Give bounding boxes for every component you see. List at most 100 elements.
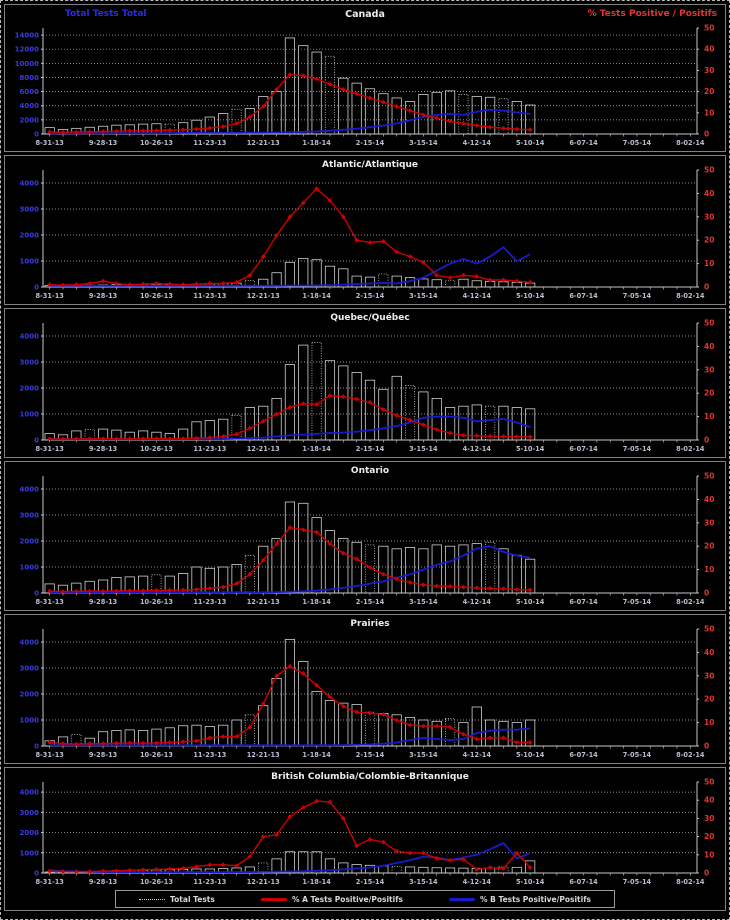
svg-text:50: 50	[704, 625, 714, 634]
svg-text:4000: 4000	[20, 486, 40, 494]
svg-text:30: 30	[704, 212, 714, 221]
svg-text:10: 10	[704, 412, 714, 421]
svg-text:14000: 14000	[15, 32, 39, 40]
legend-label-total-tests: Total Tests	[170, 894, 215, 904]
legend-item-pct-b: % B Tests Positive/Positifs	[449, 895, 591, 904]
svg-text:20: 20	[704, 389, 714, 398]
chart-panel-atlantic: 0 1000 2000 3000 4000 0 10 20 30 40 50 8-31-13 9-28-…	[4, 155, 726, 305]
svg-text:4-12-14: 4-12-14	[463, 445, 492, 453]
svg-text:20: 20	[704, 695, 714, 704]
chart-title-canada: Canada	[345, 9, 385, 20]
svg-text:12000: 12000	[15, 46, 39, 54]
svg-text:6-07-14: 6-07-14	[569, 292, 598, 300]
svg-text:2000: 2000	[20, 691, 40, 699]
svg-text:8-31-13: 8-31-13	[35, 751, 64, 759]
svg-text:3-15-14: 3-15-14	[409, 292, 438, 300]
svg-text:2000: 2000	[20, 829, 40, 837]
chart-panel-quebec: 0 1000 2000 3000 4000 0 10 20 30 40 50 8-31-13 9-28-…	[4, 308, 726, 458]
svg-text:1-18-14: 1-18-14	[302, 751, 331, 759]
canada-chart: 0 2000 4000 6000 8000 10000 12000 14000 0 10 20 30 4…	[15, 24, 715, 148]
svg-text:8-02-14: 8-02-14	[676, 751, 705, 759]
svg-text:6-07-14: 6-07-14	[569, 445, 598, 453]
svg-text:5-10-14: 5-10-14	[516, 598, 545, 606]
svg-text:2-15-14: 2-15-14	[356, 878, 385, 886]
legend-label-pct-a: % A Tests Positive/Positifs	[291, 894, 403, 904]
svg-text:5-10-14: 5-10-14	[516, 292, 545, 300]
svg-text:3000: 3000	[20, 206, 40, 214]
pct-b-line-marker	[449, 897, 476, 901]
svg-text:20: 20	[704, 542, 714, 551]
svg-text:11-23-13: 11-23-13	[193, 878, 226, 886]
svg-text:12-21-13: 12-21-13	[247, 445, 280, 453]
svg-text:10: 10	[704, 565, 714, 574]
svg-text:11-23-13: 11-23-13	[193, 292, 226, 300]
svg-text:9-28-13: 9-28-13	[89, 445, 118, 453]
svg-text:2000: 2000	[20, 116, 40, 124]
svg-text:20: 20	[704, 236, 714, 245]
svg-text:5-10-14: 5-10-14	[516, 139, 545, 147]
svg-text:2-15-14: 2-15-14	[356, 292, 385, 300]
svg-text:6-07-14: 6-07-14	[569, 878, 598, 886]
quebec-chart: 0 1000 2000 3000 4000 0 10 20 30 40 50 8-31-13 9-28-…	[20, 312, 715, 453]
chart-panel-prairies: 0 1000 2000 3000 4000 0 10 20 30 40 50 8-31-13 9-28-…	[4, 614, 726, 764]
svg-text:40: 40	[704, 796, 714, 805]
svg-text:Prairies: Prairies	[350, 619, 389, 629]
svg-text:4-12-14: 4-12-14	[463, 598, 492, 606]
svg-text:8-31-13: 8-31-13	[35, 139, 64, 147]
svg-text:0: 0	[704, 869, 709, 878]
svg-text:3-15-14: 3-15-14	[409, 878, 438, 886]
svg-text:2000: 2000	[20, 385, 40, 393]
svg-text:8-02-14: 8-02-14	[676, 878, 705, 886]
svg-text:40: 40	[704, 189, 714, 198]
svg-text:2000: 2000	[20, 232, 40, 240]
svg-text:50: 50	[704, 166, 714, 175]
svg-text:Quebec/Québec: Quebec/Québec	[330, 312, 409, 323]
svg-text:0: 0	[34, 284, 39, 292]
pct-a-line-marker	[260, 897, 287, 901]
svg-text:Atlantic/Atlantique: Atlantic/Atlantique	[322, 160, 418, 170]
svg-text:40: 40	[704, 495, 714, 504]
svg-text:0: 0	[704, 436, 709, 445]
svg-text:0: 0	[704, 742, 709, 751]
svg-text:11-23-13: 11-23-13	[193, 751, 226, 759]
svg-text:3-15-14: 3-15-14	[409, 751, 438, 759]
svg-text:1-18-14: 1-18-14	[302, 139, 331, 147]
svg-text:3000: 3000	[20, 359, 40, 367]
svg-text:12-21-13: 12-21-13	[247, 598, 280, 606]
chart-panel-british-columbia: 0 1000 2000 3000 4000 0 10 20 30 40 50 8-31-13 9-28-…	[4, 767, 726, 911]
svg-text:40: 40	[704, 45, 714, 54]
svg-text:10-26-13: 10-26-13	[140, 139, 173, 147]
legend-item-pct-a: % A Tests Positive/Positifs	[260, 894, 403, 904]
legend-label-pct-b: % B Tests Positive/Positifs	[480, 894, 591, 904]
svg-text:2-15-14: 2-15-14	[356, 445, 385, 453]
svg-text:0: 0	[704, 283, 709, 292]
legend-item-total-tests: Total Tests	[139, 895, 215, 904]
svg-text:4-12-14: 4-12-14	[463, 292, 492, 300]
svg-text:2-15-14: 2-15-14	[356, 139, 385, 147]
right-axis-legend: % Tests Positive / Positifs	[587, 9, 717, 19]
svg-text:3-15-14: 3-15-14	[409, 139, 438, 147]
svg-text:8-02-14: 8-02-14	[676, 292, 705, 300]
svg-text:10-26-13: 10-26-13	[140, 598, 173, 606]
svg-text:3000: 3000	[20, 512, 40, 520]
svg-text:8-31-13: 8-31-13	[35, 445, 64, 453]
svg-text:8-31-13: 8-31-13	[35, 878, 64, 886]
svg-text:4-12-14: 4-12-14	[463, 139, 492, 147]
svg-text:1000: 1000	[20, 849, 40, 857]
svg-text:10: 10	[704, 108, 714, 117]
svg-text:30: 30	[704, 814, 714, 823]
svg-text:8-31-13: 8-31-13	[35, 598, 64, 606]
total-tests-marker	[139, 898, 166, 900]
svg-text:0: 0	[704, 130, 709, 139]
svg-text:4000: 4000	[20, 333, 40, 341]
svg-text:0: 0	[34, 131, 39, 139]
svg-text:10-26-13: 10-26-13	[140, 751, 173, 759]
svg-text:10: 10	[704, 259, 714, 268]
svg-text:50: 50	[704, 319, 714, 328]
svg-text:0: 0	[34, 870, 39, 878]
svg-text:2000: 2000	[20, 538, 40, 546]
svg-text:2-15-14: 2-15-14	[356, 598, 385, 606]
svg-text:30: 30	[704, 66, 714, 75]
svg-text:12-21-13: 12-21-13	[247, 751, 280, 759]
svg-text:30: 30	[704, 671, 714, 680]
